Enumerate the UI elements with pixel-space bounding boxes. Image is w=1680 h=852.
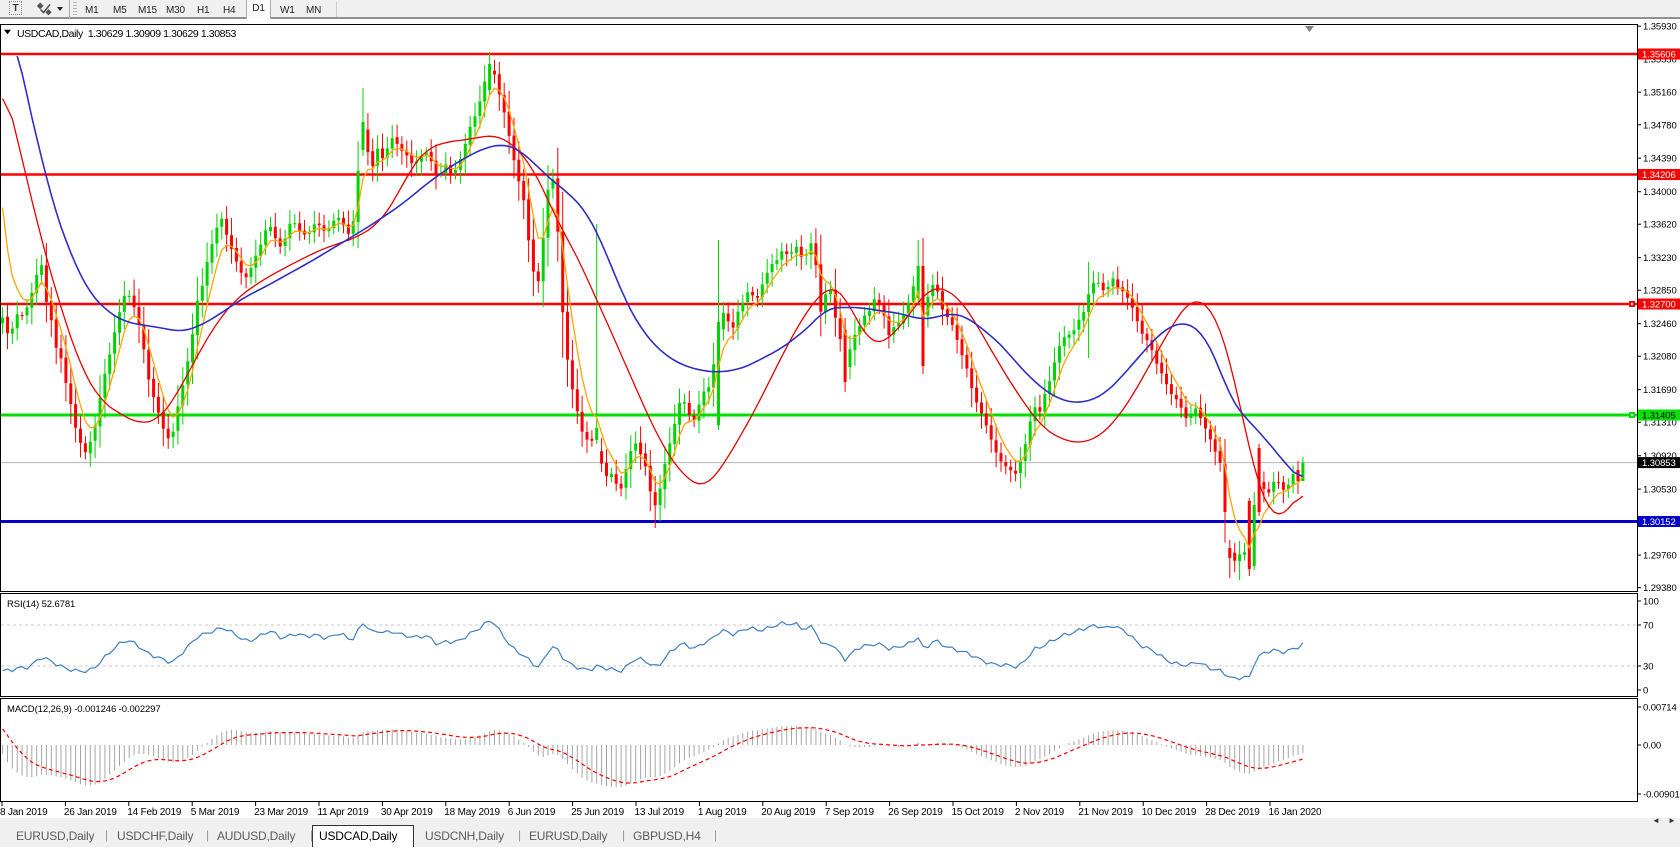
svg-text:1.35930: 1.35930: [1643, 22, 1677, 33]
svg-text:RSI(14) 52.6781: RSI(14) 52.6781: [7, 599, 75, 610]
svg-text:70: 70: [1643, 621, 1654, 632]
svg-text:11 Apr 2019: 11 Apr 2019: [318, 807, 370, 818]
svg-text:1.30920: 1.30920: [1643, 451, 1677, 462]
svg-text:1.33620: 1.33620: [1643, 220, 1677, 231]
svg-text:1.30530: 1.30530: [1643, 485, 1677, 496]
svg-text:30 Apr 2019: 30 Apr 2019: [381, 807, 433, 818]
svg-text:1.32080: 1.32080: [1643, 352, 1677, 363]
svg-text:1 Aug 2019: 1 Aug 2019: [698, 807, 747, 818]
svg-text:MACD(12,26,9) -0.001246 -0.002: MACD(12,26,9) -0.001246 -0.002297: [7, 704, 161, 715]
svg-text:1.32460: 1.32460: [1643, 319, 1677, 330]
svg-text:15 Oct 2019: 15 Oct 2019: [952, 807, 1005, 818]
svg-text:14 Feb 2019: 14 Feb 2019: [127, 807, 182, 818]
svg-text:1.34206: 1.34206: [1642, 170, 1676, 181]
svg-text:1.30853: 1.30853: [1642, 458, 1676, 469]
svg-text:1.29380: 1.29380: [1643, 583, 1677, 594]
svg-text:26 Jan 2019: 26 Jan 2019: [64, 807, 117, 818]
svg-text:1.32850: 1.32850: [1643, 286, 1677, 297]
svg-text:26 Sep 2019: 26 Sep 2019: [888, 807, 943, 818]
svg-text:1.31405: 1.31405: [1642, 411, 1676, 422]
svg-text:25 Jun 2019: 25 Jun 2019: [571, 807, 624, 818]
svg-text:1.34390: 1.34390: [1643, 154, 1677, 165]
svg-text:23 Mar 2019: 23 Mar 2019: [254, 807, 309, 818]
svg-text:1.34000: 1.34000: [1643, 187, 1677, 198]
svg-text:8 Jan 2019: 8 Jan 2019: [0, 807, 48, 818]
svg-text:1.31310: 1.31310: [1643, 418, 1677, 429]
svg-text:100: 100: [1643, 597, 1659, 608]
svg-text:-0.009015: -0.009015: [1643, 790, 1680, 801]
svg-text:0: 0: [1643, 686, 1648, 697]
svg-text:1.33230: 1.33230: [1643, 253, 1677, 264]
svg-text:1.35606: 1.35606: [1642, 50, 1676, 61]
svg-text:6 Jun 2019: 6 Jun 2019: [508, 807, 556, 818]
svg-text:0.00714: 0.00714: [1643, 703, 1677, 714]
svg-text:1.29760: 1.29760: [1643, 551, 1677, 562]
svg-text:16 Jan 2020: 16 Jan 2020: [1269, 807, 1322, 818]
svg-text:13 Jul 2019: 13 Jul 2019: [635, 807, 685, 818]
svg-text:1.30152: 1.30152: [1642, 517, 1676, 528]
svg-text:1.34780: 1.34780: [1643, 120, 1677, 131]
svg-text:1.31690: 1.31690: [1643, 385, 1677, 396]
svg-text:7 Sep 2019: 7 Sep 2019: [825, 807, 875, 818]
svg-text:10 Dec 2019: 10 Dec 2019: [1142, 807, 1197, 818]
svg-text:2 Nov 2019: 2 Nov 2019: [1015, 807, 1065, 818]
svg-text:1.35550: 1.35550: [1643, 54, 1677, 65]
svg-text:30: 30: [1643, 662, 1654, 673]
svg-text:5 Mar 2019: 5 Mar 2019: [191, 807, 240, 818]
svg-text:20 Aug 2019: 20 Aug 2019: [761, 807, 816, 818]
svg-text:18 May 2019: 18 May 2019: [444, 807, 500, 818]
svg-text:21 Nov 2019: 21 Nov 2019: [1078, 807, 1133, 818]
svg-text:1.32700: 1.32700: [1642, 300, 1676, 311]
svg-text:USDCAD,Daily 1.30629 1.30909: USDCAD,Daily 1.30629 1.30909 1.30629 1.3…: [17, 28, 237, 40]
svg-text:28 Dec 2019: 28 Dec 2019: [1205, 807, 1260, 818]
svg-text:1.35160: 1.35160: [1643, 88, 1677, 99]
svg-text:0.00: 0.00: [1643, 741, 1661, 752]
